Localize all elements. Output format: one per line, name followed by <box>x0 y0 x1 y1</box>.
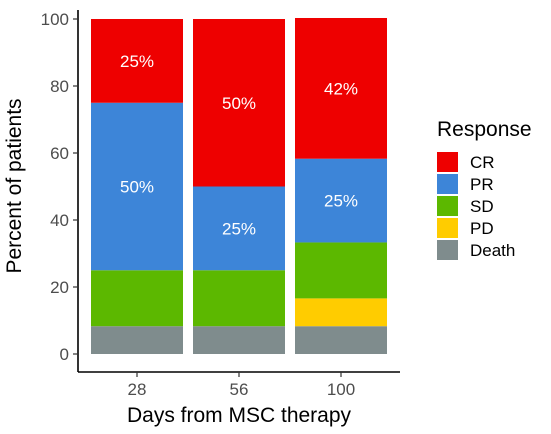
y-tick-label-80: 80 <box>50 77 69 96</box>
x-tick-label-28: 28 <box>128 380 147 399</box>
y-axis-title: Percent of patients <box>3 98 26 273</box>
bar-56-pr <box>193 186 285 271</box>
bar-100-pd <box>295 298 387 327</box>
legend-swatch-cr <box>437 152 458 172</box>
bar-100-death <box>295 326 387 354</box>
x-ticks-layer: 28 56 100 <box>128 372 355 399</box>
y-tick-label-40: 40 <box>50 211 69 230</box>
legend-swatch-pr <box>437 174 458 194</box>
legend-label-sd: SD <box>470 197 494 216</box>
legend-label-death: Death <box>470 241 515 260</box>
bar-56-sd <box>193 270 285 327</box>
bar-28-sd <box>91 270 183 327</box>
data-label-100-cr: 42% <box>324 79 358 98</box>
legend-swatch-death <box>437 240 458 260</box>
y-tick-label-20: 20 <box>50 278 69 297</box>
x-tick-label-100: 100 <box>327 380 355 399</box>
x-tick-label-56: 56 <box>230 380 249 399</box>
data-label-100-pr: 25% <box>324 192 358 211</box>
bar-56-cr <box>193 19 285 187</box>
bar-28-pr <box>91 102 183 271</box>
legend-label-cr: CR <box>470 153 495 172</box>
bar-100-sd <box>295 242 387 299</box>
data-label-28-cr: 25% <box>120 52 154 71</box>
bar-100-pr <box>295 158 387 243</box>
y-tick-label-60: 60 <box>50 144 69 163</box>
legend-label-pd: PD <box>470 219 494 238</box>
legend: Response CR PR SD PD Death <box>437 118 532 260</box>
y-ticks-layer: 0 20 40 60 80 100 <box>41 10 78 364</box>
bar-labels-layer: 50% 25% 25% 50% 25% 42% <box>120 52 358 239</box>
bars-layer <box>91 17 387 354</box>
data-label-56-cr: 50% <box>222 94 256 113</box>
bar-56-death <box>193 326 285 354</box>
legend-swatch-pd <box>437 218 458 238</box>
data-label-28-pr: 50% <box>120 178 154 197</box>
legend-title: Response <box>437 118 532 141</box>
bar-28-cr <box>91 19 183 103</box>
y-tick-label-0: 0 <box>60 345 69 364</box>
legend-swatch-sd <box>437 196 458 216</box>
legend-label-pr: PR <box>470 175 494 194</box>
bar-100-cr <box>295 17 387 159</box>
x-axis-title: Days from MSC therapy <box>127 404 352 427</box>
y-tick-label-100: 100 <box>41 10 69 29</box>
data-label-56-pr: 25% <box>222 219 256 238</box>
bar-28-death <box>91 326 183 354</box>
